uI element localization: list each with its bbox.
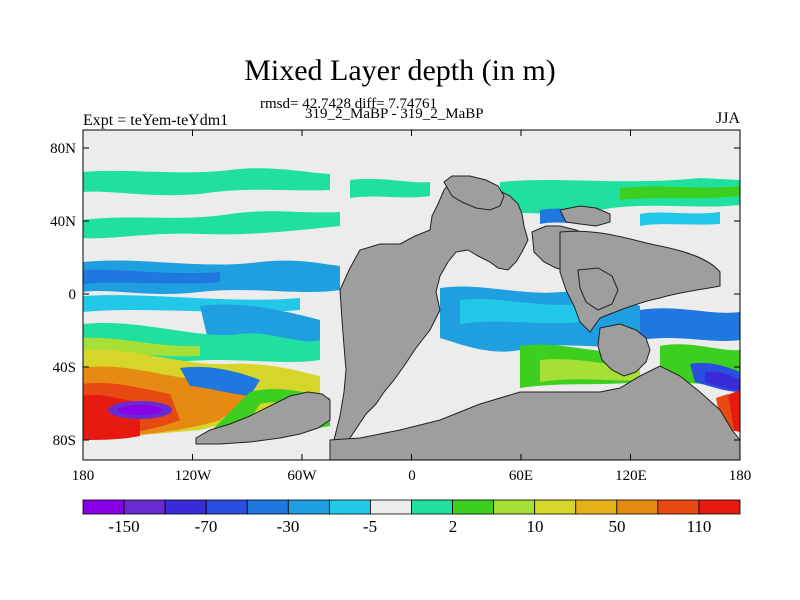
colorbar-swatch [164,499,207,515]
colorbar-swatch [82,499,125,515]
y-tick-labels: 80N 40N 0 40S 80S [50,141,76,449]
colorbar-swatch [657,499,700,515]
colorbar-swatch [246,499,289,515]
y-tick-label: 80N [50,141,76,157]
colorbar-swatch [287,499,330,515]
x-tick-label: 120W [175,468,213,484]
colorbar-label: -30 [277,517,300,536]
runs-subtitle: 319_2_MaBP - 319_2_MaBP [305,106,484,122]
colorbar-label: -70 [195,517,218,536]
colorbar-swatch [205,499,248,515]
map-frame [82,129,741,461]
colorbar-swatch [328,499,371,515]
x-tick-label: 180 [729,468,752,484]
land-southeast-asia [577,267,619,311]
land-east-asia-arm [559,205,611,227]
x-tick-label: 120E [615,468,647,484]
field-violet-so [118,405,162,415]
field-green-npac-2 [620,186,740,200]
stats-subtitle: rmsd= 42.7428 diff= 7.74761 [260,96,438,112]
colorbar-label: -5 [363,517,377,536]
field-green-north-2 [83,211,340,239]
field-green-north [83,168,330,196]
x-tick-marks [82,130,741,460]
field-blue-wpac [640,308,740,341]
x-tick-label: 60E [509,468,533,484]
field-orange-stas [716,394,734,430]
colorbar-label: -150 [108,517,139,536]
colorbar-label: 110 [687,517,712,536]
land-antarctica [329,365,740,460]
y-tick-label: 40N [50,214,76,230]
colorbar-label: 2 [449,517,458,536]
field-cyan-npac [640,212,720,226]
x-tick-label: 0 [408,468,416,484]
field-purple-stas [705,371,740,390]
field-green-natl [350,178,430,198]
x-tick-label: 60W [287,468,317,484]
field-blue-eq-dark [83,269,220,284]
colorbar-swatch [370,499,412,515]
y-tick-label: 40S [53,360,76,376]
plot-title: Mixed Layer depth (in m) [244,54,556,87]
colorbar-swatch [411,499,453,515]
experiment-label: Expt = teYem-teYdm1 [83,112,229,129]
y-tick-label: 80S [53,433,76,449]
y-tick-marks [83,147,740,441]
land-australia [597,323,651,377]
colorbar [82,499,741,515]
x-tick-labels: 180 120W 60W 0 60E 120E 180 [72,468,752,484]
land-antarctic-peninsula [195,391,331,445]
colorbar-swatch [534,499,577,515]
colorbar-swatch [575,499,618,515]
colorbar-swatch [452,499,495,515]
field-blue-so [180,366,260,396]
land-greenland [443,175,505,211]
x-tick-label: 180 [72,468,95,484]
map-panel [83,130,740,460]
y-tick-label: 0 [69,287,77,303]
land-americas [329,177,529,460]
colorbar-label: 50 [609,517,626,536]
colorbar-swatch [123,499,166,515]
field-cyan-indian [460,299,580,324]
colorbar-swatch [493,499,536,515]
colorbar-swatch [698,499,741,515]
colorbar-labels: -150 -70 -30 -5 2 10 50 110 [108,517,711,536]
colorbar-swatch [616,499,659,515]
season-label: JJA [715,110,740,127]
colorbar-label: 10 [527,517,544,536]
